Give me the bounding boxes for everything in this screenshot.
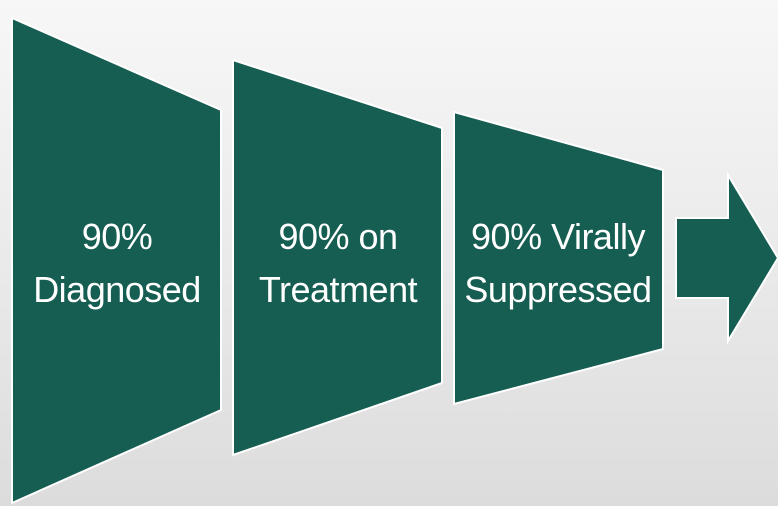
stage-on-treatment-line2: Treatment <box>259 269 418 310</box>
arrow-right-icon <box>675 171 778 345</box>
stage-diagnosed-line1: 90% <box>82 216 153 257</box>
stage-on-treatment-shape <box>232 58 443 457</box>
stage-diagnosed-shape <box>11 16 222 505</box>
stage-diagnosed: 90% Diagnosed <box>11 16 222 505</box>
stage-virally-suppressed-line2: Suppressed <box>464 269 651 310</box>
stage-on-treatment-line1: 90% on <box>278 216 397 257</box>
stage-virally-suppressed: 90% Virally Suppressed <box>453 110 664 406</box>
stage-virally-suppressed-line1: 90% Virally <box>471 216 645 257</box>
stage-on-treatment: 90% on Treatment <box>232 58 443 457</box>
stage-virally-suppressed-shape <box>453 110 664 406</box>
stage-diagnosed-line2: Diagnosed <box>33 269 201 310</box>
